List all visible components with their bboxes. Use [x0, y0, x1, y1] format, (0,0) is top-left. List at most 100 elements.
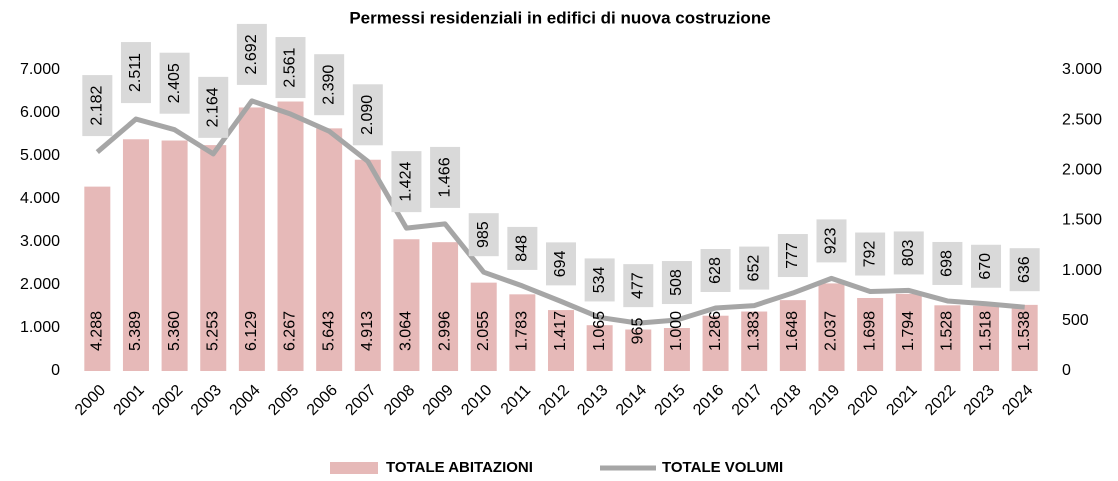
bar-value-label: 5.360 [166, 311, 183, 351]
bar [509, 294, 536, 371]
bar [354, 159, 381, 371]
bar-value-label: 1.783 [514, 311, 531, 351]
bar-value-label: 2.055 [475, 311, 492, 351]
x-tick-label: 2015 [652, 382, 689, 419]
bar [122, 139, 149, 371]
value-label-box [893, 231, 924, 275]
line-value-label: 777 [784, 242, 801, 269]
value-label-box [82, 75, 113, 137]
line-value-label: 2.692 [243, 34, 260, 74]
bar [973, 305, 1000, 371]
bar [934, 305, 961, 371]
x-tick-label: 2002 [149, 382, 186, 419]
bar-value-label: 1.794 [900, 311, 917, 351]
bar [238, 107, 265, 371]
y2-tick-label: 500 [1062, 312, 1089, 329]
bar-value-label: 6.129 [243, 311, 260, 351]
y2-tick-label: 3.000 [1062, 61, 1102, 78]
bar-value-label: 6.267 [282, 311, 299, 351]
bar [470, 282, 497, 371]
value-label-box [584, 258, 615, 302]
value-label-box [661, 261, 692, 305]
value-label-box [314, 54, 345, 116]
x-tick-label: 2017 [729, 382, 766, 419]
bar-value-label: 4.913 [359, 311, 376, 351]
line-value-label: 2.405 [166, 63, 183, 103]
y-tick-label: 3.000 [20, 233, 60, 250]
x-tick-label: 2012 [536, 382, 573, 419]
line-value-label: 1.466 [436, 157, 453, 197]
y2-tick-label: 0 [1062, 362, 1071, 379]
bar-value-label: 4.288 [89, 311, 106, 351]
bar [84, 186, 111, 371]
value-label-box [391, 151, 422, 213]
bar [857, 297, 884, 371]
legend-label: TOTALE ABITAZIONI [386, 459, 533, 476]
x-tick-label: 2014 [613, 382, 650, 419]
bar [741, 311, 768, 371]
line-value-label: 652 [745, 255, 762, 282]
value-label-box [1009, 248, 1040, 292]
line-value-label: 792 [861, 241, 878, 268]
x-tick-label: 2022 [922, 382, 959, 419]
legend-swatch [330, 462, 378, 474]
x-tick-label: 2011 [498, 382, 534, 418]
value-label-box [468, 213, 499, 257]
line-value-label: 2.561 [282, 47, 299, 87]
bar [1011, 304, 1038, 371]
value-label-box [352, 84, 383, 146]
line-value-label: 534 [591, 266, 608, 293]
bar [779, 300, 806, 371]
x-tick-label: 2016 [690, 382, 727, 419]
y-tick-label: 7.000 [20, 61, 60, 78]
bar [432, 242, 459, 371]
value-label-box [198, 76, 229, 138]
line-value-label: 2.164 [204, 87, 221, 127]
x-tick-label: 2001 [111, 382, 148, 419]
line-value-label: 923 [823, 227, 840, 254]
bar-value-label: 2.996 [436, 311, 453, 351]
x-tick-label: 2021 [883, 382, 920, 419]
y-tick-label: 1.000 [20, 319, 60, 336]
bar [200, 145, 227, 371]
chart-title: Permessi residenziali in edifici di nuov… [349, 8, 770, 27]
bar-value-label: 5.253 [204, 311, 221, 351]
value-label-box [159, 52, 190, 114]
line-value-label: 508 [668, 269, 685, 296]
y-tick-label: 2.000 [20, 276, 60, 293]
x-tick-label: 2023 [961, 382, 998, 419]
x-tick-label: 2008 [381, 382, 418, 419]
line-value-label: 628 [707, 257, 724, 284]
bar-value-label: 3.064 [398, 311, 415, 351]
line-value-label: 2.090 [359, 95, 376, 135]
bar-value-label: 1.417 [552, 311, 569, 351]
x-tick-label: 2007 [342, 382, 379, 419]
bar [702, 315, 729, 371]
x-tick-label: 2020 [845, 382, 882, 419]
bar [548, 310, 574, 371]
bar-value-label: 5.389 [127, 311, 144, 351]
y-tick-label: 5.000 [20, 147, 60, 164]
x-tick-label: 2019 [806, 382, 843, 419]
value-label-box [700, 248, 731, 292]
value-label-box [739, 246, 770, 290]
bar [161, 140, 188, 371]
y2-tick-label: 1.500 [1062, 212, 1102, 229]
x-tick-label: 2005 [265, 382, 302, 419]
line-value-label: 803 [900, 239, 917, 266]
bar-value-label: 2.037 [823, 311, 840, 351]
bar [586, 325, 613, 371]
bar [393, 239, 420, 371]
line [95, 98, 1025, 326]
line-value-label: 2.182 [89, 85, 106, 125]
bar [625, 329, 652, 371]
value-label-box [275, 37, 306, 99]
y-tick-label: 4.000 [20, 190, 60, 207]
bar-value-label: 1.518 [977, 311, 994, 351]
line-value-label: 698 [939, 250, 956, 277]
bar [316, 128, 343, 371]
value-label-box [546, 242, 576, 286]
bar [895, 293, 922, 371]
value-label-box [507, 226, 538, 270]
line-value-label: 670 [977, 253, 994, 280]
